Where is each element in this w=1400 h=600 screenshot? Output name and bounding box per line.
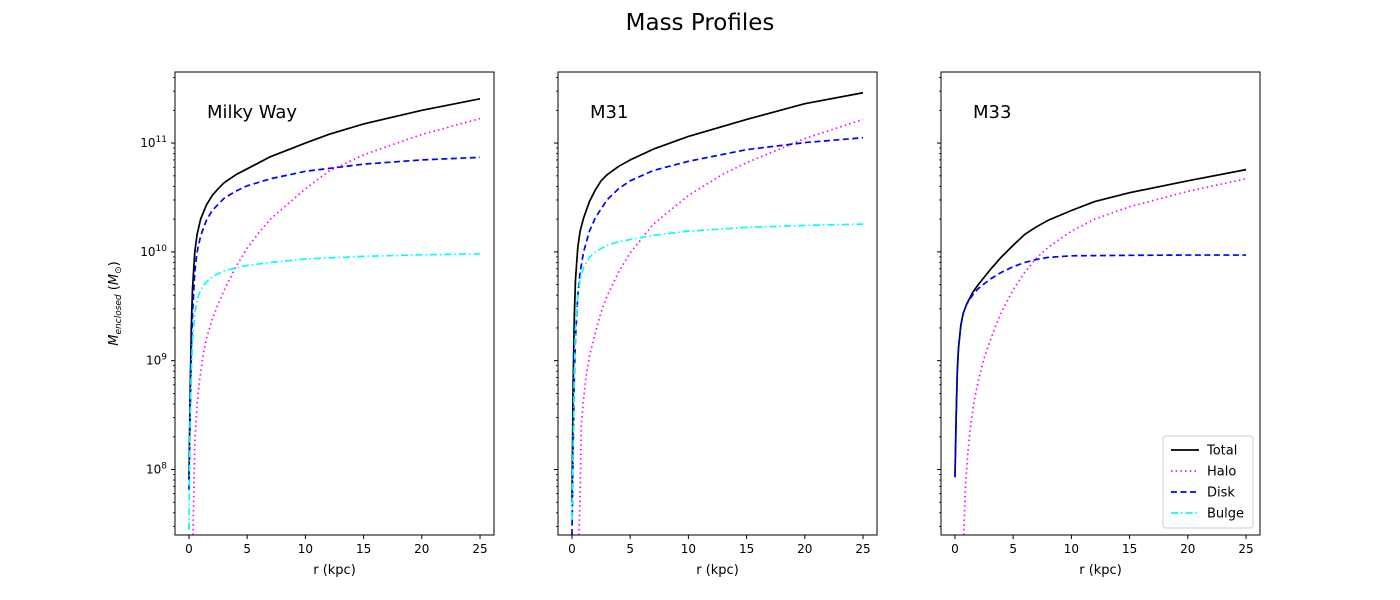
x-tick-label: 25 (855, 542, 870, 556)
legend-box (1162, 435, 1254, 529)
series-line-halo (962, 177, 1247, 535)
panel-label: Milky Way (207, 102, 297, 123)
panel-label: M31 (590, 102, 628, 123)
x-tick-label: 15 (739, 542, 754, 556)
x-axis-label: r (kpc) (1079, 563, 1122, 578)
x-tick-label: 10 (681, 542, 696, 556)
x-tick-label: 15 (1122, 542, 1137, 556)
series-line-halo (578, 118, 864, 535)
x-tick-label: 0 (951, 542, 959, 556)
legend-label-bulge: Bulge (1207, 507, 1244, 522)
series-line-total (188, 98, 481, 481)
x-tick-label: 5 (1009, 542, 1017, 556)
y-tick-label: 1010 (140, 244, 167, 259)
legend: Total Halo Disk Bulge (1162, 435, 1254, 529)
x-tick-label: 20 (414, 542, 429, 556)
panel-2: 0 5 10 15 20 25 r (kpc) M33 Total Halo Disk Bulge (937, 71, 1261, 578)
panel-1: 0 5 10 15 20 25 r (kpc) M31 (554, 71, 878, 578)
legend-label-disk: Disk (1207, 486, 1235, 501)
x-tick-label: 5 (626, 542, 634, 556)
x-tick-label: 10 (1064, 542, 1079, 556)
y-tick-label: 108 (146, 461, 167, 476)
legend-label-total: Total (1206, 444, 1237, 459)
x-tick-label: 25 (1238, 542, 1253, 556)
x-tick-label: 5 (243, 542, 251, 556)
series-group (571, 91, 864, 535)
x-tick-label: 25 (472, 542, 487, 556)
series-line-disk (188, 156, 481, 490)
x-tick-label: 20 (797, 542, 812, 556)
axes-frame (940, 71, 1261, 536)
series-line-total (571, 91, 864, 503)
y-axis-label: Menclosed (M⊙) (107, 261, 124, 345)
x-tick-label: 0 (568, 542, 576, 556)
axes-frame (174, 71, 495, 536)
x-tick-label: 10 (298, 542, 313, 556)
series-line-disk (571, 136, 864, 535)
axes-frame (557, 71, 878, 536)
series-group (954, 168, 1247, 535)
series-group (188, 98, 481, 535)
series-line-halo (192, 117, 481, 535)
x-tick-label: 20 (1180, 542, 1195, 556)
x-tick-label: 15 (356, 542, 371, 556)
figure-title: Mass Profiles (626, 10, 775, 36)
series-line-bulge (188, 252, 481, 530)
y-tick-label: 1011 (140, 135, 167, 150)
x-axis-label: r (kpc) (313, 563, 356, 578)
legend-label-halo: Halo (1207, 465, 1236, 480)
x-tick-label: 0 (185, 542, 193, 556)
series-line-disk (954, 254, 1247, 478)
series-line-bulge (571, 223, 864, 520)
panel-label: M33 (973, 102, 1011, 123)
panel-0: 0 5 10 15 20 25 108 109 1010 1011 r (kpc) Menclosed… (107, 71, 495, 578)
y-tick-label: 109 (146, 353, 167, 368)
x-axis-label: r (kpc) (696, 563, 739, 578)
series-line-total (954, 168, 1247, 478)
